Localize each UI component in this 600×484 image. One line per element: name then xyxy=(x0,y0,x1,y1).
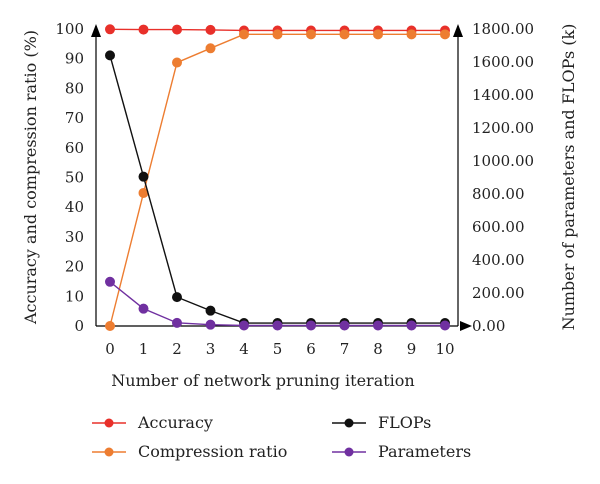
data-point-compression-ratio xyxy=(339,29,350,40)
x-tick-label: 7 xyxy=(340,340,350,358)
left-y-tick-label: 60 xyxy=(65,139,84,157)
x-axis-title: Number of network pruning iteration xyxy=(111,371,414,390)
legend-item-parameters: Parameters xyxy=(332,442,471,461)
data-point-parameters xyxy=(306,320,316,331)
right-y-tick-label: 800.00 xyxy=(472,185,525,203)
data-point-parameters xyxy=(138,303,149,314)
left-y-tick-label: 20 xyxy=(65,258,84,276)
left-y-tick-label: 70 xyxy=(65,109,84,127)
left-y-axis-arrow xyxy=(91,24,101,37)
series-line-compression-ratio xyxy=(109,33,445,327)
x-tick-label: 3 xyxy=(206,340,216,358)
x-tick-label: 2 xyxy=(172,340,182,358)
series-line-flops xyxy=(109,55,445,324)
series-parameters xyxy=(105,276,450,331)
legend-label: FLOPs xyxy=(378,413,431,432)
x-axis-arrow xyxy=(460,321,472,331)
data-point-compression-ratio xyxy=(172,57,182,68)
series-flops xyxy=(105,50,450,329)
left-y-tick-label: 50 xyxy=(65,169,84,187)
data-point-parameters xyxy=(339,320,350,331)
data-point-parameters xyxy=(205,319,216,330)
data-point-flops xyxy=(172,292,182,303)
series-compression-ratio xyxy=(105,29,450,331)
x-tick-label: 0 xyxy=(105,340,115,358)
right-y-tick-label: 1200.00 xyxy=(472,119,534,137)
legend-marker xyxy=(344,418,354,428)
legend-item-accuracy: Accuracy xyxy=(92,413,213,432)
x-tick-label: 1 xyxy=(139,340,149,358)
data-point-parameters xyxy=(272,320,283,331)
data-point-compression-ratio xyxy=(406,29,417,40)
legend-label: Compression ratio xyxy=(138,442,287,461)
right-y-tick-label: 400.00 xyxy=(472,251,525,269)
x-tick-label: 9 xyxy=(407,340,417,358)
data-point-flops xyxy=(205,305,216,316)
legend-label: Accuracy xyxy=(137,413,213,432)
right-y-tick-label: 1800.00 xyxy=(472,20,534,38)
left-y-tick-label: 90 xyxy=(65,50,84,68)
data-point-parameters xyxy=(239,320,249,331)
right-y-axis-arrow xyxy=(453,24,463,37)
data-point-parameters xyxy=(172,317,182,328)
series-lines xyxy=(105,24,450,331)
legend-item-compression-ratio: Compression ratio xyxy=(92,442,287,461)
data-point-accuracy xyxy=(105,24,115,35)
right-y-tick-label: 1600.00 xyxy=(472,53,534,71)
data-point-flops xyxy=(138,171,149,182)
data-point-compression-ratio xyxy=(205,43,216,54)
right-y-tick-label: 1000.00 xyxy=(472,152,534,170)
data-point-parameters xyxy=(440,320,450,331)
legend-label: Parameters xyxy=(378,442,471,461)
x-tick-label: 6 xyxy=(306,340,316,358)
series-accuracy xyxy=(105,24,450,36)
legend-marker xyxy=(104,418,114,428)
data-point-compression-ratio xyxy=(306,29,316,40)
x-tick-label: 8 xyxy=(373,340,383,358)
right-y-tick-label: 200.00 xyxy=(472,284,525,302)
data-point-compression-ratio xyxy=(373,29,383,40)
data-point-flops xyxy=(105,50,115,61)
data-point-parameters xyxy=(406,320,417,331)
data-point-accuracy xyxy=(172,24,182,35)
legend-marker xyxy=(104,447,114,457)
left-y-tick-label: 100 xyxy=(55,20,84,38)
tick-labels: 01020304050607080901000.00200.00400.0060… xyxy=(55,20,534,358)
data-point-compression-ratio xyxy=(239,29,249,40)
data-point-accuracy xyxy=(138,24,149,35)
data-point-parameters xyxy=(105,276,115,287)
data-point-compression-ratio xyxy=(272,29,283,40)
x-tick-label: 4 xyxy=(239,340,249,358)
data-point-accuracy xyxy=(205,24,216,35)
left-y-tick-label: 40 xyxy=(65,198,84,216)
x-tick-label: 10 xyxy=(435,340,454,358)
legend: Accuracy Compression ratio FLOPs Parameters xyxy=(92,413,471,461)
left-y-tick-label: 30 xyxy=(65,228,84,246)
left-y-tick-label: 80 xyxy=(65,79,84,97)
data-point-parameters xyxy=(373,320,383,331)
right-y-axis-title: Number of parameters and FLOPs (k) xyxy=(559,24,578,331)
legend-marker xyxy=(344,447,354,457)
x-tick-label: 5 xyxy=(273,340,283,358)
left-y-tick-label: 10 xyxy=(65,287,84,305)
left-y-tick-label: 0 xyxy=(74,317,84,335)
right-y-tick-label: 1400.00 xyxy=(472,86,534,104)
right-y-tick-label: 600.00 xyxy=(472,218,525,236)
legend-item-flops: FLOPs xyxy=(332,413,431,432)
left-y-axis-title: Accuracy and compression ratio (%) xyxy=(21,30,40,325)
data-point-compression-ratio xyxy=(105,321,115,331)
data-point-compression-ratio xyxy=(440,29,450,40)
right-y-tick-label: 0.00 xyxy=(472,317,505,335)
